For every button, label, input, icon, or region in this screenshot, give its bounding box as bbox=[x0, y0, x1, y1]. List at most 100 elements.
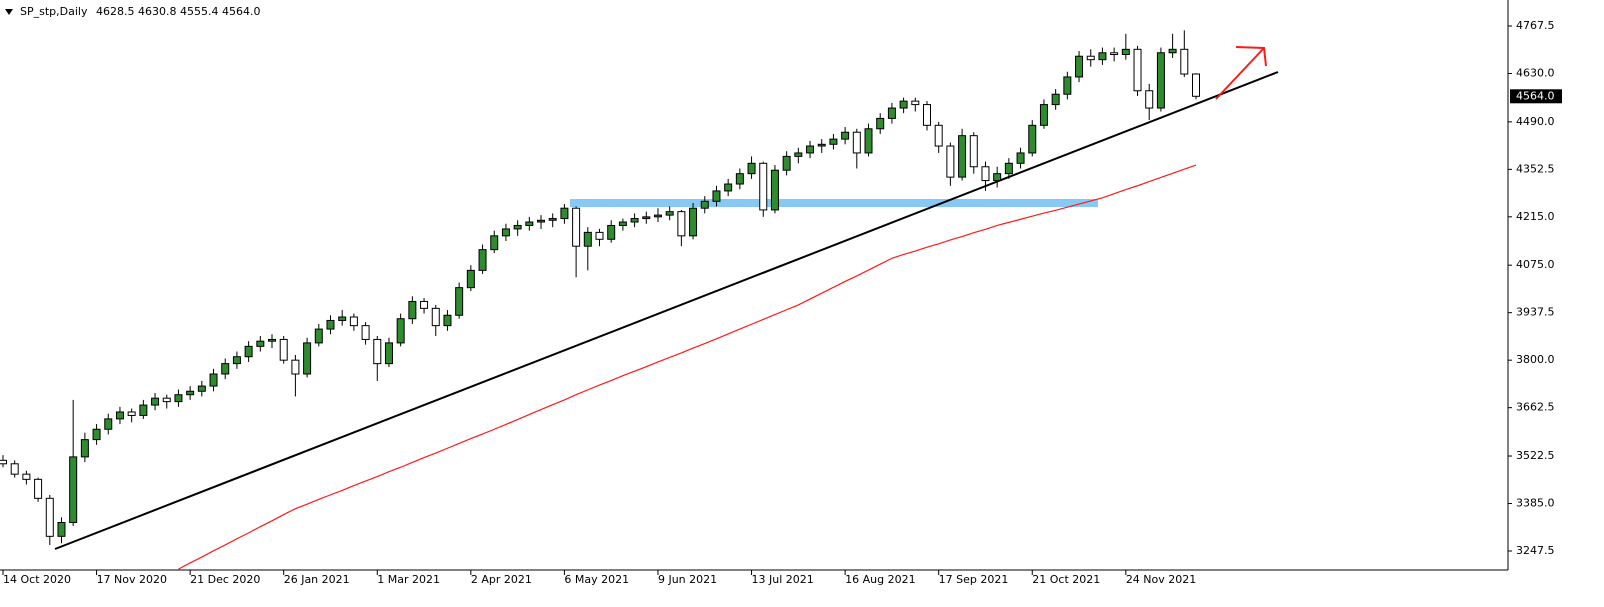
y-tick-label: 4630.0 bbox=[1516, 66, 1555, 79]
x-tick-label: 21 Oct 2021 bbox=[1032, 573, 1100, 586]
candle-body bbox=[45, 497, 54, 537]
candle-body bbox=[864, 128, 873, 154]
y-tick-label: 3247.5 bbox=[1516, 544, 1555, 557]
candle-body bbox=[384, 342, 393, 365]
candle-body bbox=[560, 207, 569, 220]
candle-body bbox=[958, 135, 967, 178]
candle-body bbox=[876, 117, 885, 130]
candle-body bbox=[607, 224, 616, 240]
last-price-box bbox=[1510, 89, 1562, 104]
candle-body bbox=[338, 316, 347, 321]
candle-body bbox=[420, 300, 429, 309]
candle-body bbox=[981, 166, 990, 182]
candle-body bbox=[794, 152, 803, 157]
candle-body bbox=[1192, 73, 1200, 97]
candle-body bbox=[595, 231, 604, 240]
candle-body bbox=[162, 397, 171, 403]
y-tick-label: 3937.5 bbox=[1516, 306, 1555, 319]
candle-body bbox=[630, 218, 639, 223]
candle-body bbox=[279, 338, 288, 361]
candle-body bbox=[1086, 55, 1095, 61]
arrow-head bbox=[1235, 46, 1267, 67]
x-tick-label: 2 Apr 2021 bbox=[471, 573, 532, 586]
x-tick-label: 9 Jun 2021 bbox=[658, 573, 717, 586]
candle-body bbox=[653, 214, 662, 218]
candle-body bbox=[326, 319, 335, 330]
candle-body bbox=[443, 314, 452, 327]
candle-body bbox=[817, 143, 826, 147]
candle-body bbox=[1063, 76, 1072, 95]
candle-body bbox=[291, 359, 300, 375]
candle-body bbox=[946, 145, 955, 178]
x-tick-label: 26 Jan 2021 bbox=[284, 573, 350, 586]
candle-body bbox=[221, 363, 230, 375]
candle-body bbox=[1051, 93, 1060, 106]
y-tick-label: 3522.5 bbox=[1516, 449, 1555, 462]
candle-body bbox=[373, 338, 382, 365]
candle-body bbox=[1145, 90, 1154, 109]
y-tick-label: 4767.5 bbox=[1516, 19, 1555, 32]
candle-body bbox=[501, 228, 510, 237]
candle-body bbox=[22, 473, 31, 480]
candle-body bbox=[642, 216, 651, 220]
candle-body bbox=[1028, 124, 1037, 154]
x-tick-label: 17 Nov 2020 bbox=[97, 573, 167, 586]
plot-area bbox=[0, 30, 1279, 570]
candle-body bbox=[1004, 162, 1013, 175]
y-tick-label: 4075.0 bbox=[1516, 258, 1555, 271]
x-tick-label: 24 Nov 2021 bbox=[1126, 573, 1196, 586]
candle-body bbox=[104, 418, 113, 430]
candle-body bbox=[665, 211, 674, 216]
candle-body bbox=[677, 211, 686, 237]
candle-body bbox=[186, 390, 195, 396]
candle-body bbox=[1110, 52, 1119, 56]
candle-body bbox=[572, 207, 581, 247]
candle-body bbox=[115, 411, 124, 420]
candle-body bbox=[934, 124, 943, 147]
candle-body bbox=[0, 459, 7, 465]
candle-body bbox=[303, 342, 312, 375]
x-tick-label: 17 Sep 2021 bbox=[939, 573, 1009, 586]
candle-body bbox=[268, 338, 277, 342]
candle-body bbox=[969, 135, 978, 168]
candle-body bbox=[513, 224, 522, 230]
candle-body bbox=[537, 219, 546, 223]
candle-body bbox=[1075, 55, 1084, 78]
candle-body bbox=[852, 131, 861, 154]
y-tick-label: 4352.5 bbox=[1516, 162, 1555, 175]
candle-body bbox=[232, 356, 241, 365]
candle-body bbox=[689, 207, 698, 237]
candle-body bbox=[151, 397, 160, 406]
arrow bbox=[1215, 47, 1265, 100]
candle-body bbox=[408, 300, 417, 320]
candle-body bbox=[57, 522, 66, 537]
candle-body bbox=[1039, 104, 1048, 126]
candle-body bbox=[478, 249, 487, 271]
candle-body bbox=[525, 221, 534, 226]
candle-body bbox=[1098, 52, 1107, 61]
candle-body bbox=[782, 155, 791, 171]
candle-body bbox=[759, 162, 768, 211]
candle-body bbox=[1016, 152, 1025, 164]
x-tick-label: 13 Jul 2021 bbox=[752, 573, 814, 586]
candle-body bbox=[361, 325, 370, 340]
x-tick-label: 1 Mar 2021 bbox=[377, 573, 440, 586]
candle-body bbox=[841, 131, 850, 140]
candle-body bbox=[174, 394, 183, 403]
candle-body bbox=[724, 183, 733, 192]
candle-body bbox=[1133, 48, 1142, 92]
menu-triangle bbox=[5, 9, 13, 15]
candle-body bbox=[747, 162, 756, 175]
candle-body bbox=[349, 316, 358, 327]
candle-body bbox=[922, 104, 931, 126]
candle-body bbox=[256, 340, 265, 347]
candle-body bbox=[244, 345, 253, 358]
x-tick-label: 6 May 2021 bbox=[564, 573, 629, 586]
candle-body bbox=[314, 328, 323, 344]
x-tick-label: 21 Dec 2020 bbox=[190, 573, 260, 586]
candle-body bbox=[618, 221, 627, 226]
candle-body bbox=[80, 439, 89, 458]
candle-body bbox=[396, 318, 405, 344]
candle-body bbox=[466, 269, 475, 289]
